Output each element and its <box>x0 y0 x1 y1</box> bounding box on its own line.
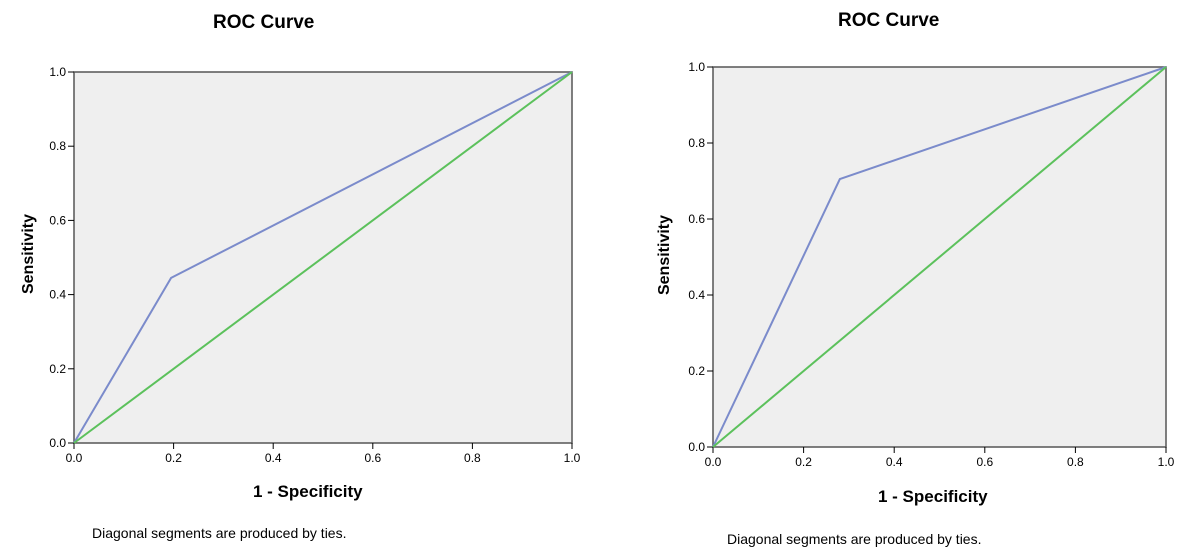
roc-curve-line <box>712 66 1167 448</box>
y-tick-label: 0.6 <box>49 213 66 227</box>
x-tick-label: 0.2 <box>165 451 182 465</box>
x-tick-label: 1.0 <box>564 451 581 465</box>
chart-title: ROC Curve <box>838 10 940 31</box>
x-tick-label: 0.0 <box>705 455 722 469</box>
y-tick-label: 0.0 <box>688 440 705 454</box>
x-tick-label: 0.0 <box>66 451 83 465</box>
x-tick-label: 0.8 <box>1067 455 1084 469</box>
roc-chart-right: 0.00.0 0.2 0.2 0.4 0.4 0.6 0.6 0.8 0.8 1.0 1.0 <box>688 60 1175 469</box>
y-tick-label: 1.0 <box>688 60 705 74</box>
roc-panel-right: ROC Curve Sensitivity 0.0 0.0 0.2 0.2 0.4 0.4… <box>600 0 1184 549</box>
x-tick-label: 1.0 <box>1158 455 1175 469</box>
reference-diagonal-line <box>712 66 1167 448</box>
y-tick-label: 0.0 <box>49 436 66 450</box>
y-tick-label: 1.0 <box>49 65 66 79</box>
x-tick-label: 0.4 <box>265 451 282 465</box>
x-axis-label: 1 - Specificity <box>253 482 363 501</box>
x-tick-label: 0.8 <box>464 451 481 465</box>
ties-note: Diagonal segments are produced by ties. <box>727 531 982 547</box>
y-tick-label: 0.2 <box>49 362 66 376</box>
roc-panel-left: ROC Curve Sensitivity 0.0 0.0 0.2 0.2 0.4 0.4… <box>20 12 581 541</box>
x-tick-label: 0.6 <box>364 451 381 465</box>
y-tick-label: 0.8 <box>49 139 66 153</box>
ties-note: Diagonal segments are produced by ties. <box>92 525 347 541</box>
roc-curve-line <box>73 71 573 444</box>
x-tick-label: 0.4 <box>886 455 903 469</box>
reference-diagonal-line <box>73 71 573 444</box>
y-tick-label: 0.4 <box>49 288 66 302</box>
y-tick-label: 0.8 <box>688 136 705 150</box>
x-axis-label: 1 - Specificity <box>878 487 988 506</box>
y-tick-label: 0.6 <box>688 212 705 226</box>
x-tick-label: 0.2 <box>795 455 812 469</box>
y-tick-label: 0.4 <box>688 288 705 302</box>
roc-chart-left: 0.00.0 0.2 0.2 0.4 0.4 0.6 0.6 0.8 0.8 1.0 1.0 <box>49 65 581 465</box>
y-tick-label: 0.2 <box>688 364 705 378</box>
chart-title: ROC Curve <box>213 12 315 33</box>
x-tick-label: 0.6 <box>976 455 993 469</box>
